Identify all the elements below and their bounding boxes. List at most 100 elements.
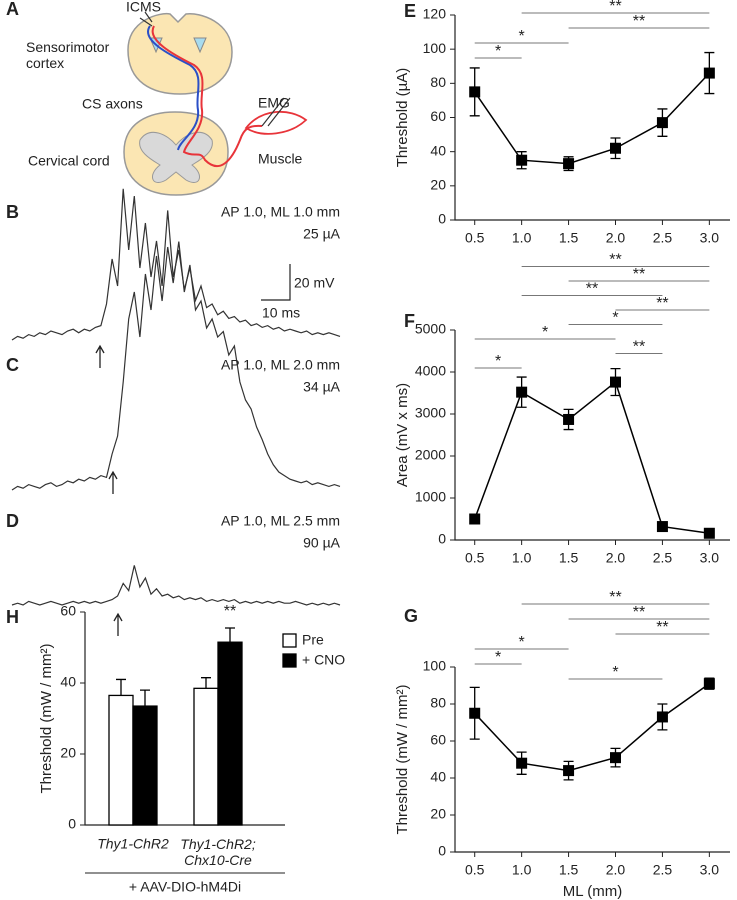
data-line — [474, 682, 710, 772]
y-tick-label: 1000 — [415, 489, 446, 505]
panel-label: E — [404, 1, 416, 21]
marker — [516, 757, 528, 769]
marker — [469, 707, 481, 719]
x-tick-label: Thy1-ChR2 — [97, 836, 169, 852]
legend-label: Pre — [302, 632, 324, 648]
x-tick-label: 2.0 — [606, 862, 626, 878]
axons-label: CS axons — [82, 96, 143, 112]
stim-arrow — [113, 612, 123, 636]
x-tick-label: 1.5 — [559, 550, 579, 566]
significance-label: * — [495, 43, 501, 60]
scale-bar — [261, 264, 291, 301]
y-tick-label: 20 — [430, 177, 446, 193]
significance-label: ** — [633, 13, 645, 30]
panel-label: B — [6, 202, 19, 222]
schematic: A ICMS Sensorimotor cortex CS axons EMG C… — [6, 0, 308, 196]
x-axis-label: ML (mm) — [563, 883, 622, 900]
y-tick-label: 0 — [438, 843, 446, 859]
significance-label: ** — [609, 252, 621, 269]
y-axis-label: Threshold (mW / mm²) — [394, 684, 411, 834]
significance-label: ** — [633, 604, 645, 621]
marker — [516, 386, 528, 398]
emg-electrodes — [261, 97, 291, 127]
error-bar — [225, 627, 235, 643]
legend-swatch — [282, 633, 297, 648]
y-tick-label: 60 — [430, 108, 446, 124]
scale-label: 10 ms — [262, 305, 300, 321]
marker — [563, 413, 575, 425]
icms-electrode — [139, 11, 153, 27]
x-tick-label: 1.0 — [512, 862, 532, 878]
x-tick-label: 0.5 — [465, 862, 485, 878]
y-tick-label: 0 — [438, 531, 446, 547]
marker — [563, 158, 575, 170]
annotation: 90 µA — [303, 535, 341, 551]
y-tick-label: 4000 — [415, 363, 446, 379]
significance-label: ** — [586, 281, 598, 298]
trace — [11, 565, 341, 606]
panel-label: C — [6, 355, 19, 375]
x-tick-label: Thy1-ChR2; Chx10-Cre — [180, 836, 256, 868]
cortex-label: Sensorimotor cortex — [26, 39, 110, 71]
annotation: 25 µA — [303, 226, 341, 242]
panel-label: H — [6, 607, 19, 627]
emg-label: EMG — [258, 95, 290, 111]
panel-label: G — [404, 606, 418, 626]
y-tick-label: 100 — [423, 658, 447, 674]
marker — [609, 376, 621, 388]
y-tick-label: 2000 — [415, 447, 446, 463]
x-tick-label: 2.5 — [653, 550, 673, 566]
x-tick-label: 1.5 — [559, 862, 579, 878]
cs-axon-blue — [147, 25, 200, 151]
cord-label: Cervical cord — [28, 153, 110, 169]
y-tick-label: 3000 — [415, 405, 446, 421]
bar — [193, 687, 219, 826]
y-tick-label: 20 — [60, 745, 76, 761]
x-tick-label: 2.0 — [606, 550, 626, 566]
marker — [609, 752, 621, 764]
error-bar — [201, 677, 211, 689]
legend-label: + CNO — [302, 652, 345, 668]
significance-label: ** — [633, 339, 645, 356]
annotation: AP 1.0, ML 2.0 mm — [221, 357, 340, 373]
stim-arrow — [108, 470, 118, 494]
y-tick-label: 120 — [423, 6, 447, 22]
y-tick-label: 60 — [430, 732, 446, 748]
marker — [656, 711, 668, 723]
bar — [108, 694, 134, 826]
annotation: 34 µA — [303, 379, 341, 395]
icms-label: ICMS — [126, 0, 161, 15]
x-tick-label: 1.0 — [512, 230, 532, 246]
significance-label: ** — [633, 266, 645, 283]
marker — [703, 527, 715, 539]
y-tick-label: 40 — [60, 674, 76, 690]
brain-section — [127, 12, 233, 95]
y-tick-label: 40 — [430, 142, 446, 158]
y-tick-label: 5000 — [415, 321, 446, 337]
y-axis-label: Threshold (µA) — [394, 68, 411, 168]
y-tick-label: 80 — [430, 695, 446, 711]
marker — [703, 678, 715, 690]
marker — [703, 67, 715, 79]
cs-axon-red — [151, 25, 263, 168]
muscle — [244, 110, 308, 135]
marker — [469, 513, 481, 525]
annotation: AP 1.0, ML 1.0 mm — [221, 204, 340, 220]
scale-label: 20 mV — [294, 275, 335, 291]
x-tick-label: 3.0 — [700, 230, 720, 246]
significance-label: * — [612, 310, 618, 327]
data-line — [474, 72, 710, 165]
y-tick-label: 40 — [430, 769, 446, 785]
x-tick-label: 3.0 — [700, 862, 720, 878]
significance-label: * — [612, 664, 618, 681]
marker — [563, 765, 575, 777]
bar — [217, 641, 243, 826]
y-axis-label: Area (mV x ms) — [394, 383, 411, 487]
x-tick-label: 0.5 — [465, 550, 485, 566]
x-tick-label: 3.0 — [700, 550, 720, 566]
x-tick-label: 2.5 — [653, 862, 673, 878]
x-tick-label: 1.5 — [559, 230, 579, 246]
significance-label: * — [495, 353, 501, 370]
panel-label: A — [6, 0, 19, 19]
